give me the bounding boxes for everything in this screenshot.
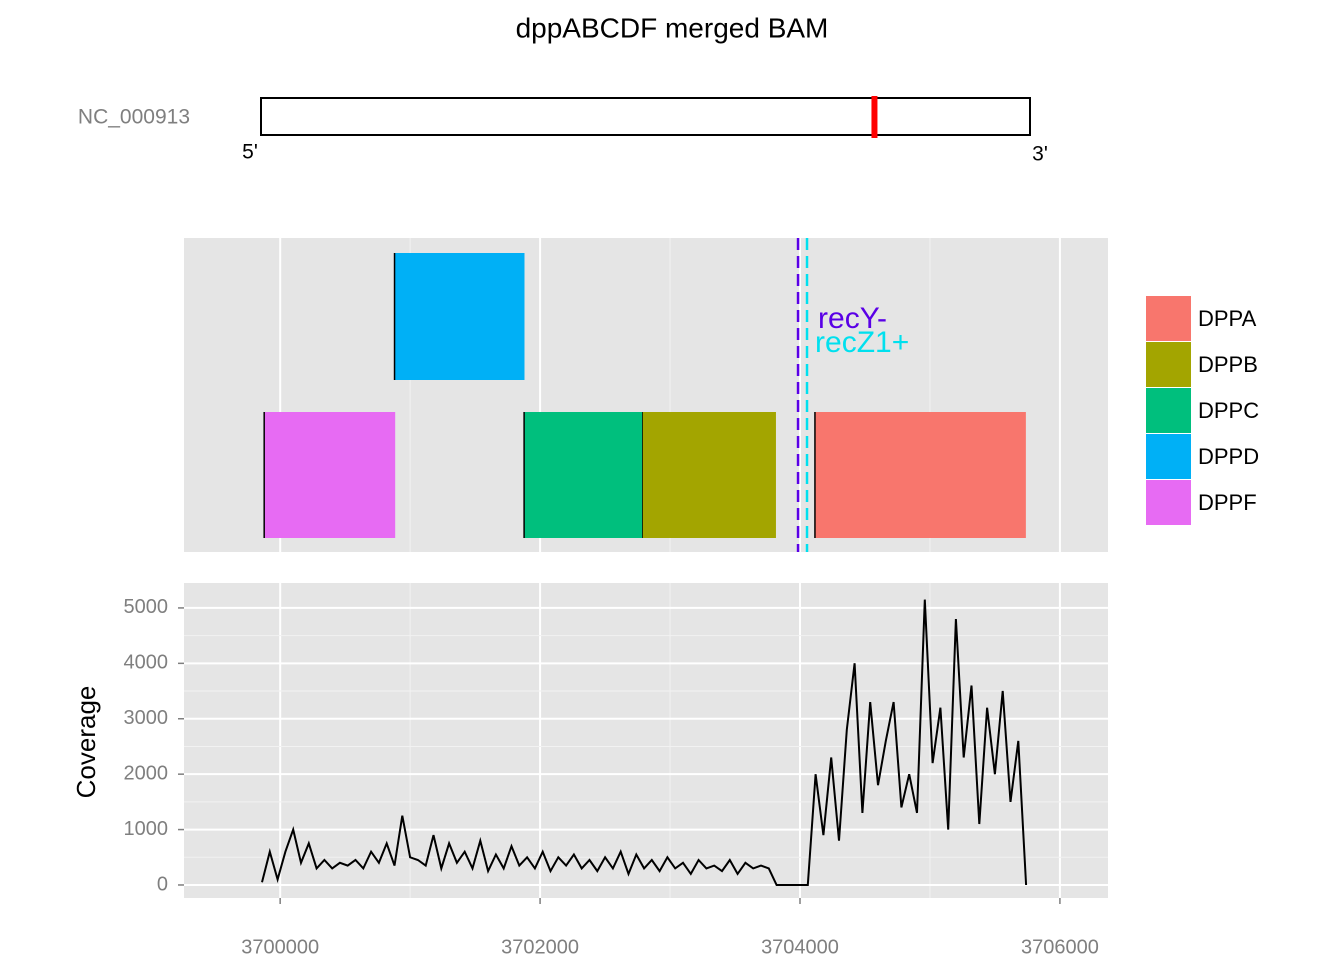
y-tick-label: 5000 [124, 596, 169, 618]
ideogram-left-label: 5' [242, 141, 258, 164]
ideogram-right-label: 3' [1032, 143, 1048, 166]
legend-label: DPPC [1198, 398, 1259, 423]
region-highlight [871, 96, 878, 138]
gene [264, 412, 396, 538]
gene [642, 412, 776, 538]
legend-label: DPPD [1198, 444, 1259, 469]
y-tick-label: 3000 [124, 707, 169, 729]
y-axis-title: Coverage [71, 686, 101, 799]
x-tick-label: 3704000 [761, 936, 839, 958]
x-tick-label: 3706000 [1021, 936, 1099, 958]
legend-swatch [1146, 480, 1191, 525]
gene [394, 253, 525, 380]
legend-label: DPPF [1198, 490, 1257, 515]
y-tick-label: 4000 [124, 652, 169, 674]
marker-label: recZ1+ [815, 326, 909, 359]
y-tick-label: 1000 [124, 818, 169, 840]
legend-swatch [1146, 388, 1191, 433]
legend-swatch [1146, 296, 1191, 341]
y-tick-label: 2000 [124, 762, 169, 784]
chromosome [260, 97, 1031, 136]
marker-label: recY- [818, 302, 887, 335]
legend-label: DPPB [1198, 352, 1258, 377]
gene [814, 412, 1026, 538]
y-tick-label: 0 [157, 873, 168, 895]
legend-swatch [1146, 434, 1191, 479]
ideogram-label: NC_000913 [78, 106, 190, 129]
legend-label: DPPA [1198, 306, 1257, 331]
x-tick-label: 3702000 [501, 936, 579, 958]
legend-swatch [1146, 342, 1191, 387]
gene [524, 412, 643, 538]
chart-title: dppABCDF merged BAM [516, 12, 829, 43]
x-tick-label: 3700000 [241, 936, 319, 958]
coverage-panel [184, 583, 1108, 898]
coverage-line [261, 599, 1028, 886]
